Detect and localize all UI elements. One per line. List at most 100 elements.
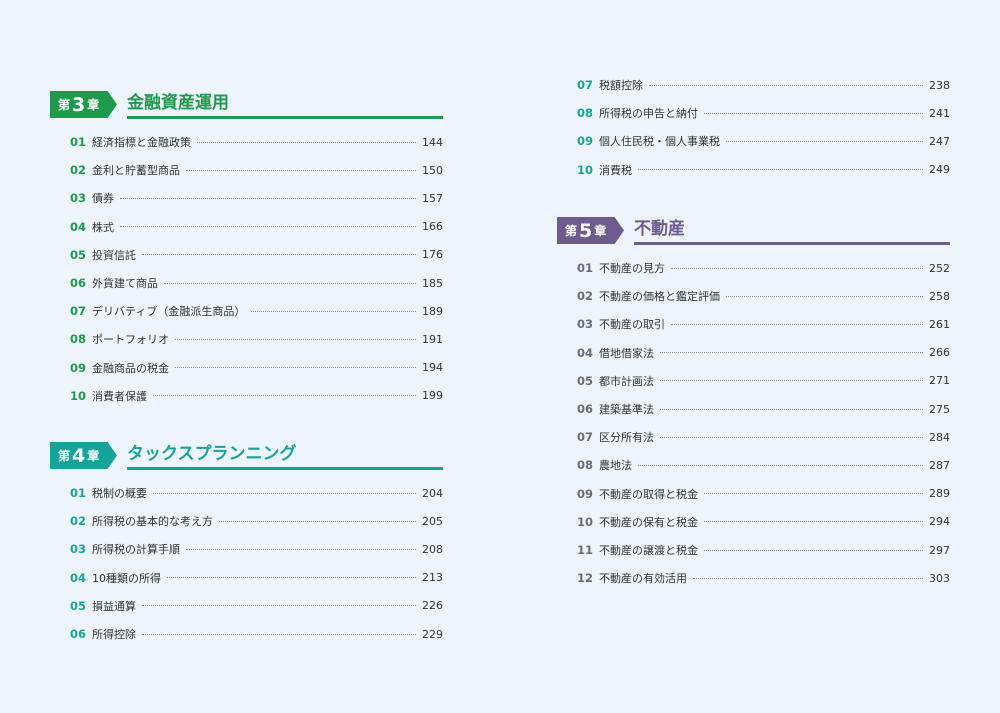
- entry-page: 294: [929, 515, 950, 529]
- entry-number: 07: [577, 78, 594, 92]
- toc-entry: 09 金融商品の税金 194: [70, 358, 443, 378]
- chapter-underline: [127, 116, 443, 119]
- entry-page: 252: [929, 261, 950, 275]
- entry-page: 144: [422, 135, 443, 149]
- toc-entry: 01 税制の概要 204: [70, 483, 443, 503]
- entry-number: 08: [577, 458, 594, 473]
- entry-title: 不動産の保有と税金: [599, 515, 698, 529]
- chapter-underline: [634, 242, 950, 245]
- entry-number: 12: [577, 571, 594, 586]
- leader-dots: [120, 226, 416, 228]
- entry-page: 208: [422, 542, 443, 556]
- leader-dots: [186, 548, 416, 550]
- leader-dots: [726, 140, 923, 142]
- toc-entry: 06 建築基準法 275: [577, 399, 950, 419]
- leader-dots: [167, 577, 416, 579]
- toc-entry: 08 ポートフォリオ 191: [70, 329, 443, 349]
- toc-entry: 06 外貨建て商品 185: [70, 273, 443, 293]
- leader-dots: [726, 295, 923, 297]
- entry-number: 01: [70, 486, 87, 500]
- leader-dots: [638, 464, 923, 466]
- entry-number: 04: [70, 219, 87, 234]
- entry-number: 10: [577, 514, 594, 529]
- toc-entry: 06 所得控除 229: [70, 624, 443, 644]
- toc-entry: 10 不動産の保有と税金 294: [577, 512, 950, 532]
- leader-dots: [660, 380, 923, 382]
- entry-title: 消費者保護: [92, 389, 147, 403]
- entry-title: 金融商品の税金: [92, 361, 169, 375]
- toc-entry: 09 不動産の取得と税金 289: [577, 484, 950, 504]
- chapter-prefix: 第: [565, 224, 578, 238]
- entry-number: 06: [577, 402, 594, 416]
- toc-entry: 05 都市計画法 271: [577, 371, 950, 391]
- chapter-suffix: 章: [594, 224, 607, 238]
- entry-title: 税額控除: [599, 79, 643, 92]
- entry-page: 205: [422, 514, 443, 528]
- chapter-suffix: 章: [87, 98, 100, 112]
- toc-entry: 02 不動産の価格と鑑定評価 258: [577, 286, 950, 306]
- entry-title: 不動産の取得と税金: [599, 487, 698, 501]
- entry-page: 194: [422, 361, 443, 375]
- chapter-underline: [127, 467, 443, 470]
- chapter-title: タックスプランニング: [127, 444, 297, 464]
- entry-title: 債券: [92, 192, 114, 206]
- toc-entry: 05 投資信託 176: [70, 245, 443, 265]
- entry-title: 不動産の価格と鑑定評価: [599, 290, 720, 304]
- toc-entry: 11 不動産の譲渡と税金 297: [577, 540, 950, 560]
- entry-page: 185: [422, 276, 443, 290]
- entry-page: 166: [422, 220, 443, 234]
- entry-title: 農地法: [599, 459, 632, 473]
- entry-page: 229: [422, 627, 443, 641]
- entry-title: 不動産の有効活用: [599, 572, 687, 586]
- entry-title: 借地借家法: [599, 346, 654, 360]
- entry-page: 176: [422, 248, 443, 262]
- leader-dots: [186, 169, 416, 171]
- entry-title: 所得控除: [92, 628, 136, 641]
- toc-entry: 01 経済指標と金融政策 144: [70, 132, 443, 152]
- leader-dots: [197, 141, 416, 143]
- chapter-suffix: 章: [87, 449, 100, 463]
- entry-page: 284: [929, 430, 950, 444]
- chapter-title: 不動産: [634, 219, 685, 239]
- entry-page: 191: [422, 332, 443, 346]
- entry-page: 213: [422, 571, 443, 585]
- entry-title: 投資信託: [92, 248, 136, 262]
- entry-number: 09: [70, 360, 87, 375]
- entry-page: 258: [929, 289, 950, 303]
- entry-title: 外貨建て商品: [92, 277, 158, 290]
- leader-dots: [175, 367, 416, 369]
- entry-page: 297: [929, 543, 950, 557]
- entry-title: 株式: [92, 220, 114, 234]
- entry-title: デリバティブ（金融派生商品）: [92, 305, 246, 319]
- leader-dots: [693, 577, 923, 579]
- entry-title: 建築基準法: [599, 403, 654, 416]
- entry-title: 都市計画法: [599, 374, 654, 388]
- entry-number: 10: [70, 388, 87, 403]
- entry-page: 157: [422, 191, 443, 205]
- entry-page: 150: [422, 163, 443, 177]
- entry-number: 10: [577, 162, 594, 177]
- leader-dots: [251, 310, 416, 312]
- entry-title: 所得税の申告と納付: [599, 107, 698, 121]
- entry-title: 区分所有法: [599, 431, 654, 445]
- leader-dots: [660, 436, 923, 438]
- leader-dots: [142, 254, 416, 256]
- entry-page: 303: [929, 571, 950, 585]
- toc-entry: 03 債券 157: [70, 188, 443, 208]
- toc-entry: 10 消費者保護 199: [70, 386, 443, 406]
- toc-entry: 10 消費税 249: [577, 160, 950, 180]
- entry-title: 経済指標と金融政策: [92, 136, 191, 149]
- toc-entry: 07 区分所有法 284: [577, 427, 950, 447]
- entry-number: 04: [577, 345, 594, 360]
- entry-number: 11: [577, 543, 594, 557]
- chapter-prefix: 第: [58, 98, 71, 112]
- chapter-number: 3: [72, 93, 86, 116]
- entry-title: 税制の概要: [92, 487, 147, 500]
- entry-page: 266: [929, 346, 950, 360]
- entry-title: 消費税: [599, 163, 632, 177]
- toc-entry: 08 所得税の申告と納付 241: [577, 103, 950, 123]
- chapter-number: 4: [72, 444, 86, 467]
